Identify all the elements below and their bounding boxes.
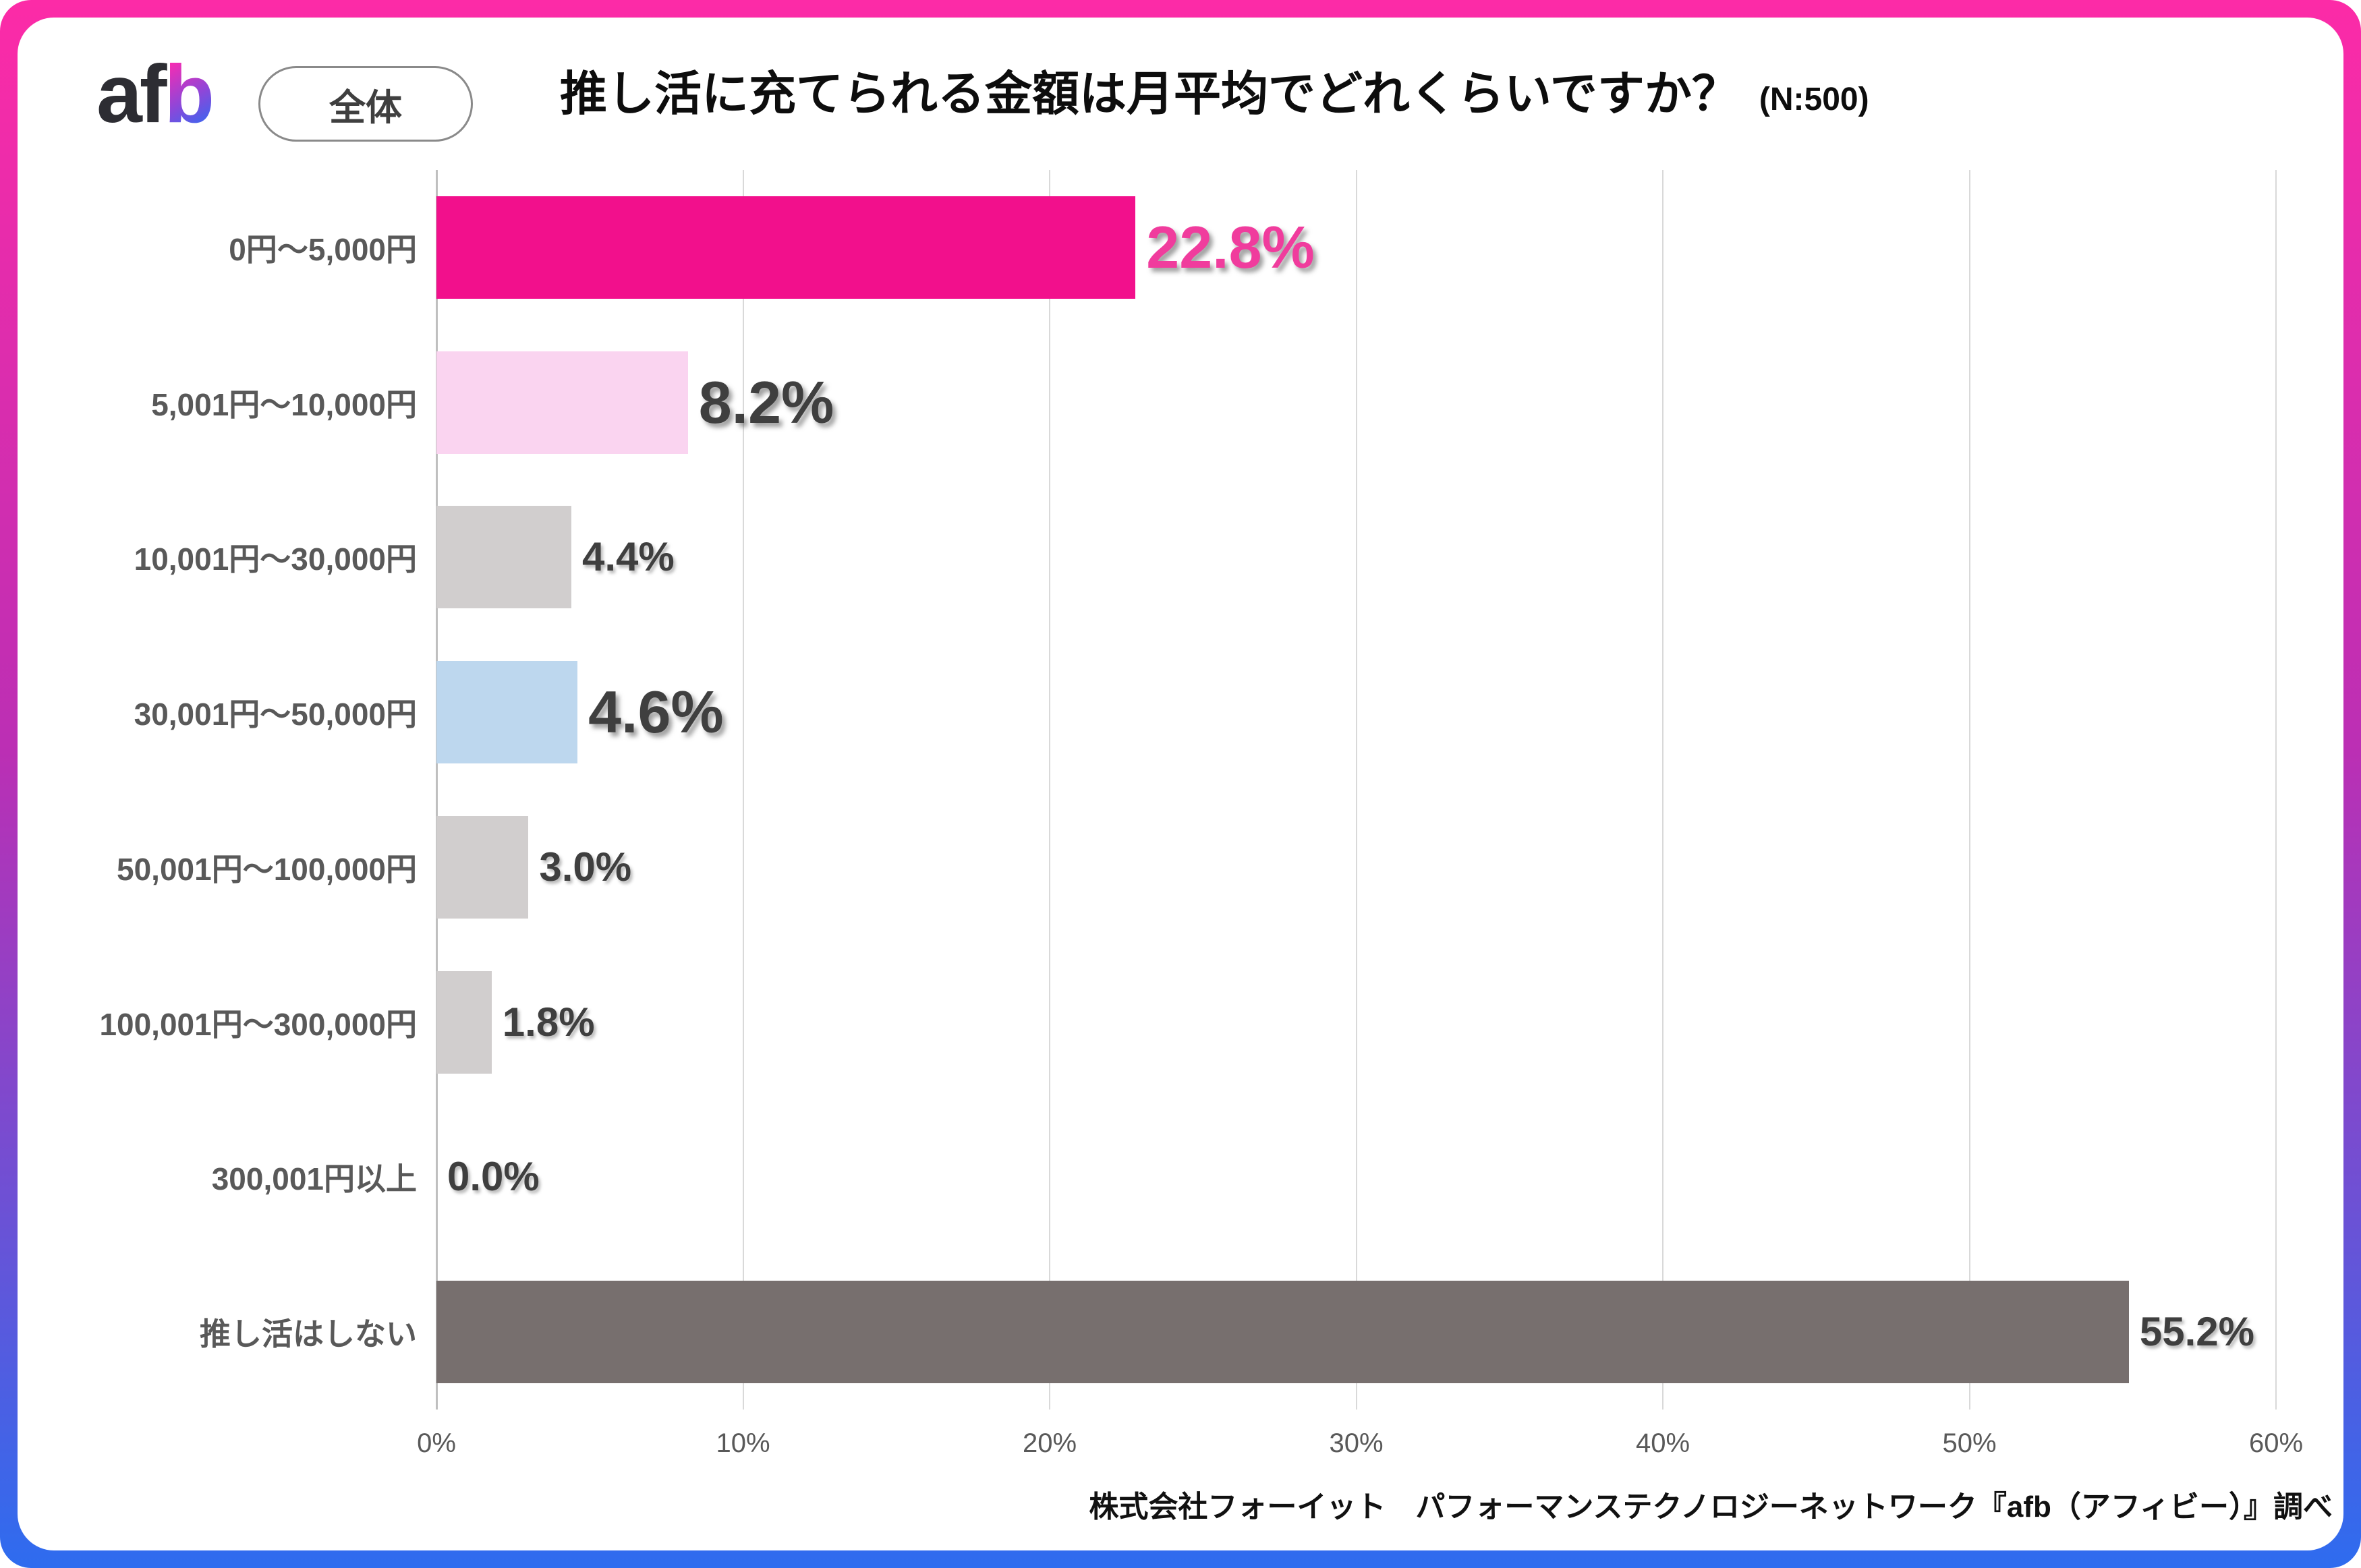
afb-logo: afb	[96, 48, 215, 140]
chart-title: 推し活に充てられる金額は月平均でどれくらいですか？	[560, 67, 1739, 120]
bar-row: 8.2%	[436, 351, 2361, 454]
value-label: 8.2%	[698, 368, 834, 436]
value-label: 4.4%	[581, 534, 675, 580]
gridline	[1968, 170, 1970, 1410]
gridline	[1049, 170, 1050, 1410]
bar-row: 22.8%	[436, 196, 2361, 299]
sample-size: (N:500)	[1759, 82, 1869, 117]
y-axis-line	[436, 170, 438, 1410]
gridline	[2275, 170, 2277, 1410]
bar	[436, 970, 492, 1074]
value-label: 22.8%	[1146, 213, 1315, 281]
gridline	[742, 170, 744, 1410]
category-label: 0円〜5,000円	[229, 231, 417, 267]
category-label: 5,001円〜10,000円	[151, 386, 417, 422]
value-label: 55.2%	[2139, 1309, 2254, 1355]
category-label: 100,001円〜300,000円	[99, 1006, 417, 1042]
bar	[436, 1281, 2129, 1384]
value-label: 4.6%	[588, 678, 724, 746]
scope-badge: 全体	[258, 66, 473, 142]
value-label: 0.0%	[447, 1154, 540, 1200]
category-label: 50,001円〜100,000円	[117, 851, 417, 887]
title-block: 推し活に充てられる金額は月平均でどれくらいですか？ (N:500)	[560, 65, 1869, 124]
x-tick-label: 30%	[1329, 1428, 1384, 1458]
bar-row: 4.6%	[436, 661, 2361, 764]
x-tick-label: 40%	[1635, 1428, 1690, 1458]
category-label: 30,001円〜50,000円	[134, 697, 417, 732]
value-label: 1.8%	[502, 999, 595, 1045]
category-label: 300,001円以上	[211, 1161, 417, 1197]
bar-row: 0.0%	[436, 1126, 2361, 1228]
bar-row: 55.2%	[436, 1281, 2361, 1384]
bar	[436, 661, 578, 764]
bar-row: 1.8%	[436, 970, 2361, 1074]
gridline	[1662, 170, 1663, 1410]
afb-logo-af: af	[96, 48, 167, 140]
x-tick-label: 20%	[1022, 1428, 1077, 1458]
x-tick-label: 10%	[716, 1428, 770, 1458]
x-tick-label: 50%	[1942, 1428, 1997, 1458]
value-label: 3.0%	[539, 844, 632, 890]
category-label: 10,001円〜30,000円	[134, 542, 417, 577]
gridline	[1355, 170, 1357, 1410]
bar-row: 3.0%	[436, 815, 2361, 919]
category-label: 推し活はしない	[200, 1316, 417, 1352]
bar-row: 4.4%	[436, 506, 2361, 609]
bar	[436, 815, 529, 919]
afb-logo-b: b	[164, 48, 215, 140]
x-tick-label: 0%	[417, 1428, 456, 1458]
x-tick-label: 60%	[2248, 1428, 2304, 1458]
source-credit: 株式会社フォーイット パフォーマンステクノロジーネットワーク『afb（アフィビー…	[1089, 1490, 2333, 1523]
bar	[436, 351, 688, 454]
scope-badge-label: 全体	[329, 87, 402, 128]
bar	[436, 196, 1136, 299]
bar	[436, 506, 571, 609]
